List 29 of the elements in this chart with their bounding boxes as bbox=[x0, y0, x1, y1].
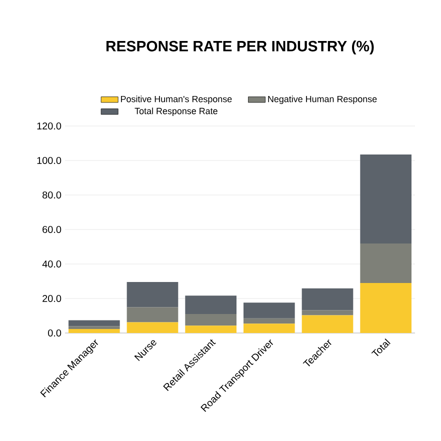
bar bbox=[185, 326, 236, 333]
bar bbox=[360, 243, 412, 283]
bar bbox=[126, 307, 178, 322]
bar bbox=[126, 282, 178, 308]
bar bbox=[302, 288, 354, 310]
y-tick-label: 60.0 bbox=[42, 226, 62, 234]
bar bbox=[185, 314, 236, 326]
y-tick-label: 40.0 bbox=[42, 260, 62, 268]
bar bbox=[68, 329, 120, 333]
y-tick-label: 80.0 bbox=[42, 191, 62, 199]
bar bbox=[244, 318, 295, 324]
legend-label: Positive Human's Response bbox=[121, 96, 232, 104]
chart-title: RESPONSE RATE PER INDUSTRY (%) bbox=[106, 40, 374, 54]
y-tick-label: 20.0 bbox=[42, 294, 62, 302]
bar bbox=[302, 310, 354, 316]
bar bbox=[185, 296, 236, 314]
bar bbox=[68, 320, 120, 326]
y-tick-label: 0.0 bbox=[48, 329, 62, 337]
legend-label: Negative Human Response bbox=[268, 96, 377, 104]
bar bbox=[244, 302, 295, 318]
legend-label: Total Response Rate bbox=[134, 108, 218, 116]
y-tick-label: 120.0 bbox=[37, 122, 62, 130]
bar bbox=[244, 324, 295, 333]
bar bbox=[302, 315, 354, 333]
bar bbox=[126, 322, 178, 333]
bar bbox=[68, 326, 120, 330]
bar bbox=[360, 154, 412, 244]
bar bbox=[360, 282, 412, 333]
y-tick-label: 100.0 bbox=[37, 156, 62, 164]
